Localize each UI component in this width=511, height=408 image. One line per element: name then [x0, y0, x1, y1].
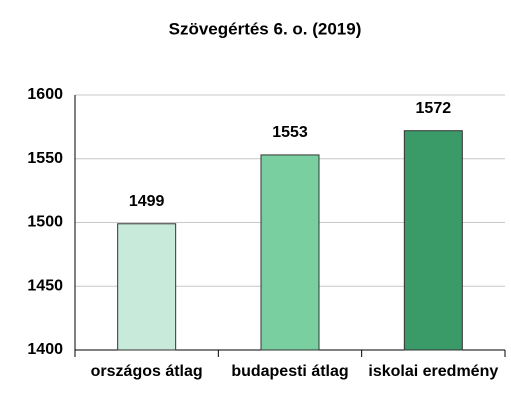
data-label: 1572 [416, 100, 452, 117]
bar [403, 130, 463, 351]
y-tick-label: 1600 [27, 86, 63, 103]
data-label: 1553 [272, 124, 308, 141]
y-tick-label: 1450 [27, 277, 63, 294]
data-label: 1499 [129, 193, 165, 210]
bar [260, 154, 320, 351]
y-tick-label: 1400 [27, 341, 63, 358]
y-tick-label: 1500 [27, 214, 63, 231]
bar [117, 223, 177, 351]
x-tick-label: országos átlag [91, 363, 203, 380]
chart-title: Szövegértés 6. o. (2019) [169, 19, 362, 38]
x-tick-label: budapesti átlag [231, 363, 348, 380]
x-tick-label: iskolai eredmény [368, 363, 498, 380]
y-tick-label: 1550 [27, 150, 63, 167]
